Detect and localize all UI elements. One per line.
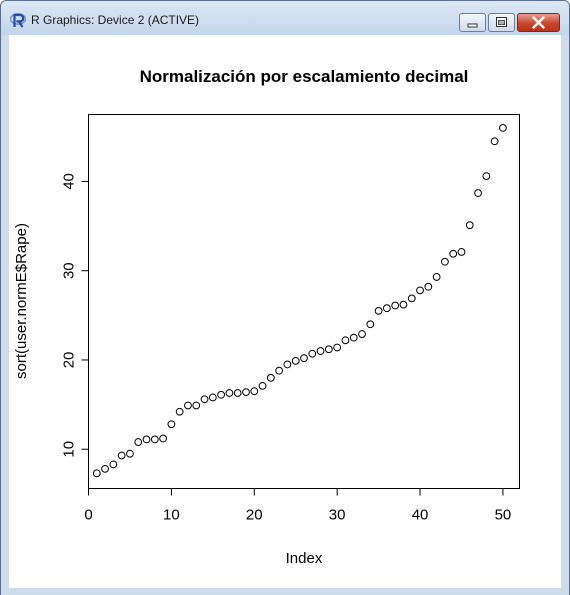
data-point bbox=[233, 389, 242, 397]
data-point bbox=[316, 347, 325, 355]
data-point bbox=[283, 360, 292, 369]
data-point bbox=[117, 451, 126, 460]
window-title: R Graphics: Device 2 (ACTIVE) bbox=[31, 13, 200, 27]
data-point bbox=[217, 390, 226, 399]
data-point bbox=[308, 349, 317, 358]
data-point bbox=[465, 221, 474, 230]
data-point bbox=[424, 282, 433, 291]
data-point bbox=[366, 320, 375, 329]
data-point bbox=[184, 401, 192, 410]
data-point bbox=[159, 434, 167, 443]
y-tick-label: 30 bbox=[61, 262, 78, 279]
data-point bbox=[490, 137, 499, 146]
data-point bbox=[449, 249, 458, 258]
data-point bbox=[416, 286, 424, 295]
data-point bbox=[407, 294, 416, 303]
data-point bbox=[101, 464, 109, 473]
data-point bbox=[225, 389, 234, 397]
plot-area: Normalización por escalamiento decimal 0… bbox=[9, 35, 561, 588]
data-point bbox=[275, 366, 284, 375]
maximize-icon bbox=[496, 17, 507, 27]
data-point bbox=[358, 330, 366, 338]
data-point bbox=[391, 301, 400, 310]
data-point bbox=[150, 435, 159, 444]
x-tick-label: 50 bbox=[495, 507, 512, 524]
data-point bbox=[441, 257, 449, 266]
data-point bbox=[175, 407, 184, 416]
title-bar[interactable]: R Graphics: Device 2 (ACTIVE) bbox=[1, 1, 569, 35]
x-tick-label: 20 bbox=[246, 507, 263, 524]
x-tick-label: 40 bbox=[412, 507, 429, 524]
data-point bbox=[242, 388, 250, 396]
data-point bbox=[341, 336, 350, 345]
minimize-button[interactable] bbox=[459, 13, 486, 32]
data-point bbox=[457, 248, 466, 256]
x-axis-label: Index bbox=[286, 550, 323, 567]
data-point bbox=[192, 401, 201, 410]
data-point bbox=[250, 387, 259, 396]
data-point bbox=[324, 345, 333, 354]
minimize-icon bbox=[467, 23, 478, 28]
data-point bbox=[291, 356, 300, 365]
y-axis: 10 20 30 40 bbox=[61, 173, 89, 458]
plot-title: Normalización por escalamiento decimal bbox=[140, 67, 469, 86]
data-point bbox=[134, 438, 143, 446]
data-point bbox=[92, 469, 101, 478]
data-point bbox=[474, 189, 482, 197]
data-point bbox=[382, 304, 391, 313]
data-point bbox=[126, 449, 134, 458]
x-tick-label: 10 bbox=[163, 507, 180, 524]
x-tick-label: 30 bbox=[329, 507, 346, 524]
data-point bbox=[208, 393, 217, 402]
data-point bbox=[482, 172, 491, 180]
r-logo-icon bbox=[10, 12, 26, 28]
window-bottom-border bbox=[1, 588, 569, 595]
data-points bbox=[92, 123, 507, 478]
data-point bbox=[266, 373, 275, 382]
data-point bbox=[374, 306, 383, 315]
y-tick-label: 10 bbox=[61, 441, 78, 458]
data-point bbox=[142, 435, 151, 444]
scatter-plot: Normalización por escalamiento decimal 0… bbox=[13, 67, 520, 567]
data-point bbox=[333, 343, 342, 352]
window-right-border bbox=[562, 35, 569, 588]
close-icon bbox=[532, 16, 545, 29]
data-point bbox=[258, 381, 267, 390]
y-tick-label: 20 bbox=[61, 352, 78, 369]
maximize-button[interactable] bbox=[488, 13, 515, 32]
x-tick-label: 0 bbox=[84, 507, 92, 524]
data-point bbox=[399, 300, 408, 309]
y-axis-label: sort(user.normE$Rape) bbox=[13, 223, 30, 379]
data-point bbox=[167, 420, 176, 429]
data-point bbox=[200, 395, 209, 404]
y-tick-label: 40 bbox=[61, 173, 78, 190]
close-button[interactable] bbox=[517, 13, 560, 32]
plot-frame bbox=[88, 114, 520, 489]
data-point bbox=[349, 333, 358, 342]
data-point bbox=[300, 354, 308, 363]
x-axis: 0 10 20 30 40 50 bbox=[84, 488, 512, 524]
data-point bbox=[432, 273, 441, 281]
data-point bbox=[109, 460, 118, 469]
data-point bbox=[499, 123, 507, 132]
